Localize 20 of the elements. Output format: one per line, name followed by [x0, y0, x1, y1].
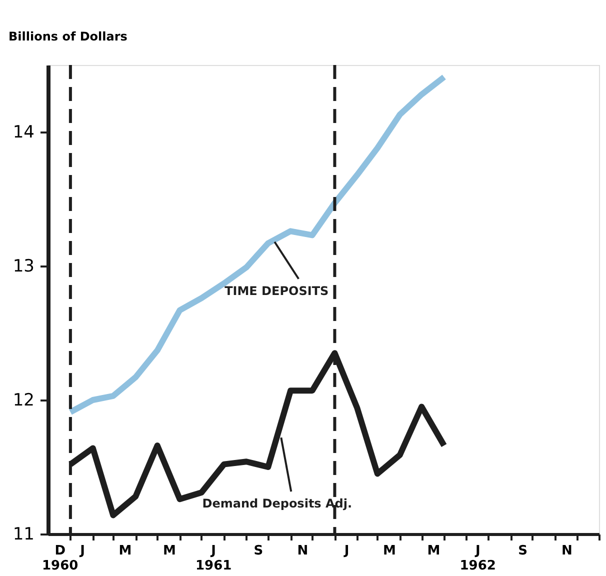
y-tick-label: 12	[12, 390, 34, 410]
x-tick-label: S	[518, 544, 528, 558]
y-axis-title: Billions of Dollars	[8, 30, 128, 44]
x-tick-label: M	[427, 544, 440, 558]
x-tick-label: M	[383, 544, 396, 558]
x-tick-label: N	[297, 544, 308, 558]
y-tick-label: 14	[12, 122, 34, 142]
x-tick-label: J 1961	[195, 544, 232, 574]
x-tick-label: J 1962	[460, 544, 496, 574]
x-tick-label: J	[79, 544, 85, 558]
y-tick-label: 13	[12, 256, 34, 276]
annotation: TIME DEPOSITS	[224, 284, 329, 298]
x-tick-label: J	[343, 544, 350, 558]
x-tick-label: M	[118, 544, 132, 558]
x-tick-label: N	[561, 544, 572, 558]
x-tick-label: M	[162, 544, 176, 558]
x-tick-label: S	[254, 544, 264, 558]
y-tick-label: 11	[12, 524, 34, 544]
x-tick-label: D 1960	[42, 544, 78, 574]
annotation: Demand Deposits Adj.	[202, 496, 352, 511]
